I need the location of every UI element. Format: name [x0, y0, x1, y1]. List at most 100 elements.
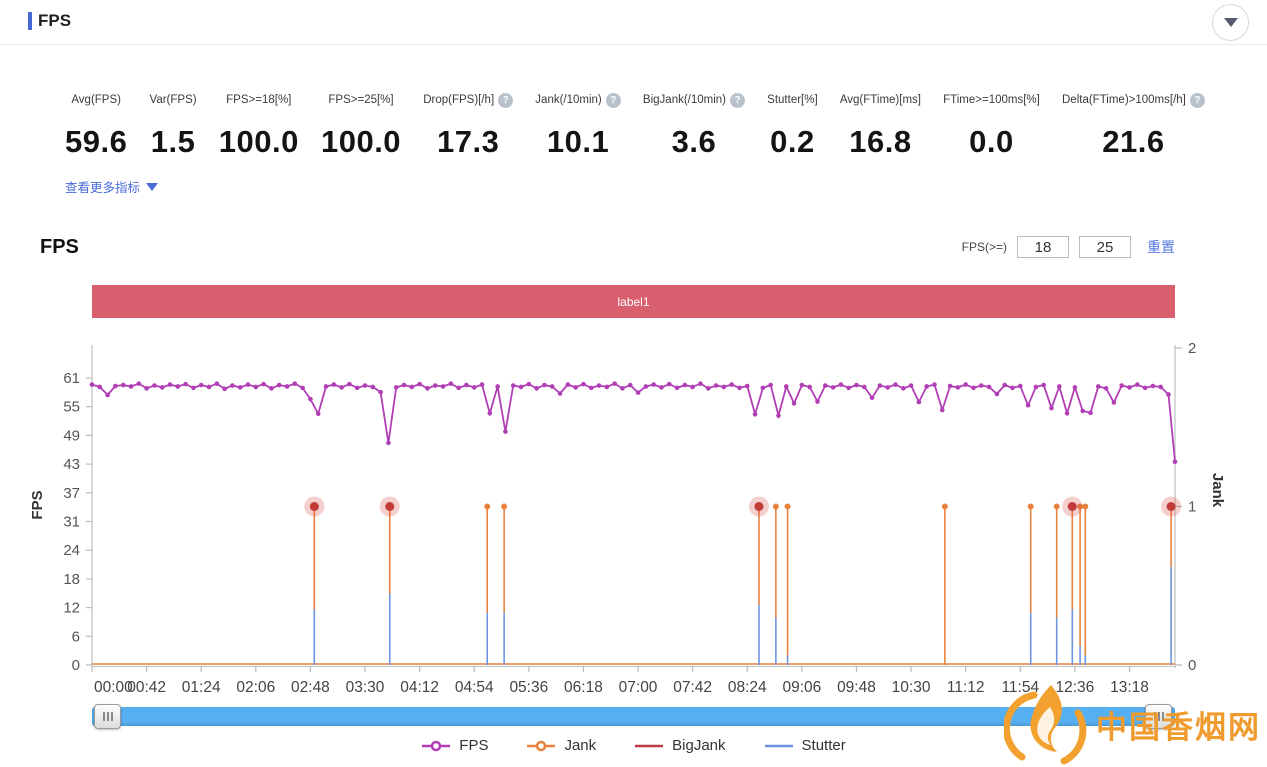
fps-threshold-filter: FPS(>=) 重置: [962, 236, 1175, 258]
legend-item-jank[interactable]: Jank: [526, 737, 596, 754]
metric-fps-25-: FPS>=25[%] 100.0: [321, 90, 401, 160]
svg-text:00:42: 00:42: [127, 679, 166, 696]
svg-text:03:30: 03:30: [346, 679, 385, 696]
svg-text:31: 31: [63, 514, 80, 531]
chart-section-title: FPS: [40, 236, 79, 258]
svg-text:49: 49: [63, 427, 80, 444]
svg-text:18: 18: [63, 571, 80, 588]
svg-text:6: 6: [72, 628, 80, 645]
svg-text:02:06: 02:06: [236, 679, 275, 696]
metric-ftime-100ms-: FTime>=100ms[%] 0.0: [943, 90, 1040, 160]
scene-label-text: label1: [617, 294, 650, 309]
metric-label: Var(FPS): [149, 94, 197, 106]
metric-avg-fps-: Avg(FPS) 59.6: [65, 90, 127, 160]
datazoom-left-handle[interactable]: [94, 704, 121, 729]
legend-label: FPS: [459, 737, 489, 754]
svg-text:0: 0: [1188, 657, 1196, 674]
metric-drop-fps-h-: Drop(FPS)[/h]? 17.3: [423, 90, 514, 160]
svg-text:2: 2: [1188, 340, 1196, 357]
svg-text:09:48: 09:48: [837, 679, 876, 696]
svg-text:11:54: 11:54: [1001, 679, 1039, 696]
metric-fps-18-: FPS>=18[%] 100.0: [219, 90, 299, 160]
svg-text:07:00: 07:00: [619, 679, 658, 696]
svg-text:06:18: 06:18: [564, 679, 603, 696]
chart-datazoom-scrollbar[interactable]: [92, 704, 1175, 729]
svg-text:13:18: 13:18: [1110, 679, 1149, 696]
svg-text:11:12: 11:12: [947, 679, 985, 696]
svg-text:37: 37: [63, 485, 80, 502]
svg-text:04:12: 04:12: [400, 679, 439, 696]
datazoom-right-handle[interactable]: [1145, 704, 1172, 729]
svg-text:01:24: 01:24: [182, 679, 221, 696]
svg-text:05:36: 05:36: [509, 679, 548, 696]
metric-jank-10min-: Jank(/10min)? 10.1: [535, 90, 621, 160]
view-more-metrics-link[interactable]: 查看更多指标: [65, 177, 159, 196]
svg-text:00:00: 00:00: [94, 679, 133, 696]
legend-marker-icon: [527, 740, 556, 751]
scene-label-band[interactable]: label1: [92, 285, 1175, 318]
fps-threshold-label: FPS(>=): [961, 240, 1007, 254]
help-icon[interactable]: ?: [730, 92, 746, 108]
chevron-down-icon: [1223, 18, 1238, 27]
metric-value: 100.0: [218, 124, 299, 159]
svg-text:Jank: Jank: [1209, 473, 1226, 508]
legend-marker-icon: [764, 744, 793, 747]
view-more-metrics-label: 查看更多指标: [65, 181, 141, 195]
legend-label: BigJank: [672, 737, 726, 754]
legend-label: Jank: [564, 737, 597, 754]
panel-title: FPS: [28, 11, 71, 31]
legend-marker-icon: [422, 740, 451, 751]
svg-text:12: 12: [63, 600, 80, 617]
fps-threshold-input-2[interactable]: [1079, 236, 1131, 258]
metric-value: 16.8: [849, 124, 912, 159]
chevron-down-icon: [146, 182, 159, 191]
metric-value: 0.2: [770, 124, 815, 159]
chart-legend: FPS Jank BigJank Stutter: [0, 737, 1267, 754]
legend-marker-icon: [635, 744, 664, 747]
metric-var-fps-: Var(FPS) 1.5: [150, 90, 197, 160]
metric-value: 10.1: [546, 124, 610, 159]
svg-text:10:30: 10:30: [892, 679, 931, 696]
fps-threshold-input-1[interactable]: [1017, 236, 1069, 258]
metric-label: Avg(FPS): [71, 94, 121, 106]
metric-label: FTime>=100ms[%]: [943, 94, 1040, 106]
legend-item-fps[interactable]: FPS: [421, 737, 488, 754]
fps-jank-chart[interactable]: 61 55 49 43 37 31 24 18 12 6 0 2 1 0 FPS Jank 00:0000:42…: [0, 330, 1267, 702]
metric-value: 59.6: [65, 124, 128, 159]
metric-avg-ftime-ms-: Avg(FTime)[ms] 16.8: [840, 90, 921, 160]
svg-text:43: 43: [63, 456, 80, 473]
metric-label: FPS>=25[%]: [328, 94, 394, 106]
metric-value: 100.0: [320, 124, 402, 159]
panel-header: FPS: [0, 0, 1267, 45]
legend-item-stutter[interactable]: Stutter: [764, 737, 846, 754]
svg-text:1: 1: [1188, 499, 1196, 516]
svg-text:FPS: FPS: [29, 490, 46, 519]
svg-text:12:36: 12:36: [1055, 679, 1094, 696]
metric-label: Stutter[%]: [767, 94, 818, 106]
metric-delta-ftime-100ms-h-: Delta(FTime)>100ms[/h]? 21.6: [1062, 90, 1205, 160]
svg-text:07:42: 07:42: [673, 679, 712, 696]
help-icon[interactable]: ?: [1189, 92, 1205, 108]
metric-label: Avg(FTime)[ms]: [839, 94, 921, 106]
reset-link[interactable]: 重置: [1147, 239, 1175, 255]
help-icon[interactable]: ?: [498, 92, 514, 108]
metric-label: BigJank(/10min): [642, 94, 727, 106]
legend-label: Stutter: [801, 737, 846, 754]
svg-text:02:48: 02:48: [291, 679, 330, 696]
collapse-panel-button[interactable]: [1212, 4, 1249, 41]
svg-text:24: 24: [63, 542, 80, 559]
metric-value: 3.6: [671, 124, 717, 159]
svg-text:04:54: 04:54: [455, 679, 494, 696]
metric-value: 0.0: [969, 124, 1014, 159]
legend-item-bigjank[interactable]: BigJank: [634, 737, 726, 754]
metric-label: Delta(FTime)>100ms[/h]: [1062, 94, 1186, 106]
metric-value: 17.3: [437, 124, 500, 159]
metric-bigjank-10min-: BigJank(/10min)? 3.6: [642, 90, 746, 160]
help-icon[interactable]: ?: [605, 92, 621, 108]
metric-value: 21.6: [1102, 124, 1165, 159]
metric-value: 1.5: [150, 124, 196, 159]
metric-label: FPS>=18[%]: [226, 94, 292, 106]
metric-stutter-: Stutter[%] 0.2: [767, 90, 818, 160]
svg-text:09:06: 09:06: [782, 679, 821, 696]
svg-text:0: 0: [72, 657, 80, 674]
